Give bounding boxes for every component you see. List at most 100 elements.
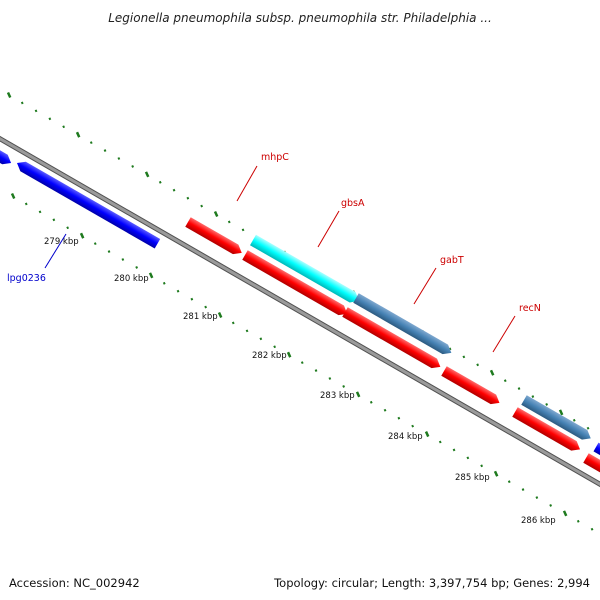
- tick-mark-inner: [480, 464, 484, 468]
- tick-mark-outer: [531, 395, 535, 398]
- gene-arrow: [593, 442, 600, 458]
- tick-mark-inner: [231, 321, 235, 325]
- tick-mark-outer: [545, 403, 549, 406]
- tick-mark-outer: [503, 379, 507, 383]
- tick-row-inner: [10, 192, 594, 531]
- tick-mark-inner: [411, 424, 415, 428]
- scale-label: 283 kbp: [320, 391, 355, 401]
- tick-mark-inner: [355, 391, 361, 398]
- gene-arrow: [0, 147, 12, 165]
- tick-mark-outer: [144, 171, 150, 178]
- tick-mark-outer: [103, 149, 107, 152]
- scale-label: 286 kbp: [521, 516, 556, 526]
- tick-mark-outer: [186, 196, 190, 200]
- tick-mark-inner: [383, 408, 387, 412]
- tick-mark-outer: [462, 355, 466, 359]
- scale-label: 284 kbp: [388, 432, 423, 442]
- gene-label-mhpC: mhpC: [261, 152, 289, 163]
- backbone: [0, 135, 600, 488]
- gene-features: [0, 147, 600, 475]
- scale-label: 280 kbp: [114, 274, 149, 284]
- tick-mark-inner: [273, 345, 277, 349]
- tick-mark-inner: [562, 510, 568, 517]
- tick-mark-inner: [397, 416, 401, 420]
- gene-arrow-gabT: [353, 293, 452, 355]
- tick-mark-inner: [245, 329, 249, 333]
- tick-mark-inner: [314, 369, 318, 372]
- tick-mark-inner: [369, 400, 373, 404]
- tick-mark-outer: [213, 211, 219, 218]
- gene-arrow: [242, 250, 348, 316]
- tick-mark-inner: [507, 480, 511, 484]
- gene-arrow-gbsA: [250, 234, 359, 303]
- gene-leader-line: [492, 315, 516, 353]
- tick-mark-inner: [300, 361, 304, 365]
- gene-leader-line: [236, 165, 258, 202]
- tick-mark-inner: [259, 337, 263, 341]
- tick-mark-inner: [176, 289, 180, 293]
- scale-label: 282 kbp: [252, 351, 287, 361]
- tick-mark-inner: [93, 242, 97, 246]
- tick-mark-outer: [241, 228, 245, 232]
- tick-mark-inner: [493, 470, 499, 477]
- tick-mark-inner: [52, 218, 56, 222]
- tick-mark-outer: [572, 418, 576, 422]
- gene-leader-line: [317, 210, 340, 248]
- gene-label-lpg0236: lpg0236: [7, 273, 46, 284]
- gene-label-gbsA: gbsA: [341, 198, 365, 209]
- tick-mark-inner: [66, 226, 70, 230]
- tick-mark-outer: [448, 347, 452, 351]
- gene-arrow-recN: [441, 366, 500, 405]
- tick-mark-inner: [328, 377, 332, 380]
- tick-mark-outer: [117, 157, 121, 160]
- tick-mark-inner: [24, 202, 28, 206]
- tick-mark-inner: [576, 519, 580, 523]
- accession-text: Accession: NC_002942: [9, 576, 140, 590]
- tick-mark-inner: [590, 527, 594, 531]
- tick-mark-outer: [558, 409, 564, 416]
- tick-mark-inner: [466, 456, 470, 460]
- tick-mark-inner: [148, 272, 154, 279]
- tick-mark-outer: [172, 188, 176, 192]
- tick-mark-inner: [286, 351, 292, 358]
- tick-mark-inner: [424, 431, 430, 438]
- tick-mark-inner: [535, 496, 539, 499]
- tick-mark-inner: [107, 250, 111, 253]
- tick-mark-outer: [227, 220, 231, 224]
- genome-summary: Topology: circular; Length: 3,397,754 bp…: [274, 576, 590, 590]
- scale-label: 281 kbp: [183, 312, 218, 322]
- scale-label: 285 kbp: [455, 473, 490, 483]
- tick-mark-outer: [489, 369, 495, 376]
- map-title: Legionella pneumophila subsp. pneumophil…: [108, 11, 492, 25]
- tick-mark-inner: [38, 210, 42, 214]
- tick-mark-outer: [476, 363, 480, 367]
- tick-mark-inner: [549, 504, 553, 507]
- tick-mark-outer: [6, 91, 12, 99]
- tick-mark-inner: [204, 305, 208, 309]
- tick-mark-outer: [131, 165, 135, 168]
- gene-label-recN: recN: [519, 303, 541, 314]
- gene-arrow: [583, 453, 600, 475]
- tick-mark-inner: [121, 258, 125, 261]
- gene-arrow: [342, 307, 441, 369]
- tick-mark-inner: [438, 440, 442, 444]
- tick-mark-inner: [342, 385, 346, 388]
- tick-mark-outer: [34, 109, 38, 113]
- tick-mark-inner: [10, 192, 16, 200]
- tick-mark-inner: [135, 266, 139, 269]
- gene-leader-line: [413, 267, 437, 305]
- tick-mark-inner: [217, 312, 223, 319]
- tick-mark-inner: [79, 232, 85, 239]
- tick-mark-outer: [517, 387, 521, 391]
- gene-arrow-mhpC: [185, 217, 242, 255]
- gene-arrow: [521, 395, 591, 440]
- gene-arrow: [512, 407, 581, 451]
- tick-mark-inner: [162, 281, 166, 285]
- tick-mark-outer: [20, 101, 24, 105]
- tick-mark-outer: [48, 117, 52, 121]
- tick-mark-outer: [200, 204, 204, 208]
- tick-mark-outer: [62, 125, 66, 129]
- gene-labels: lpg0236 mhpC gbsA gabT recN: [7, 152, 541, 353]
- tick-mark-outer: [75, 131, 81, 138]
